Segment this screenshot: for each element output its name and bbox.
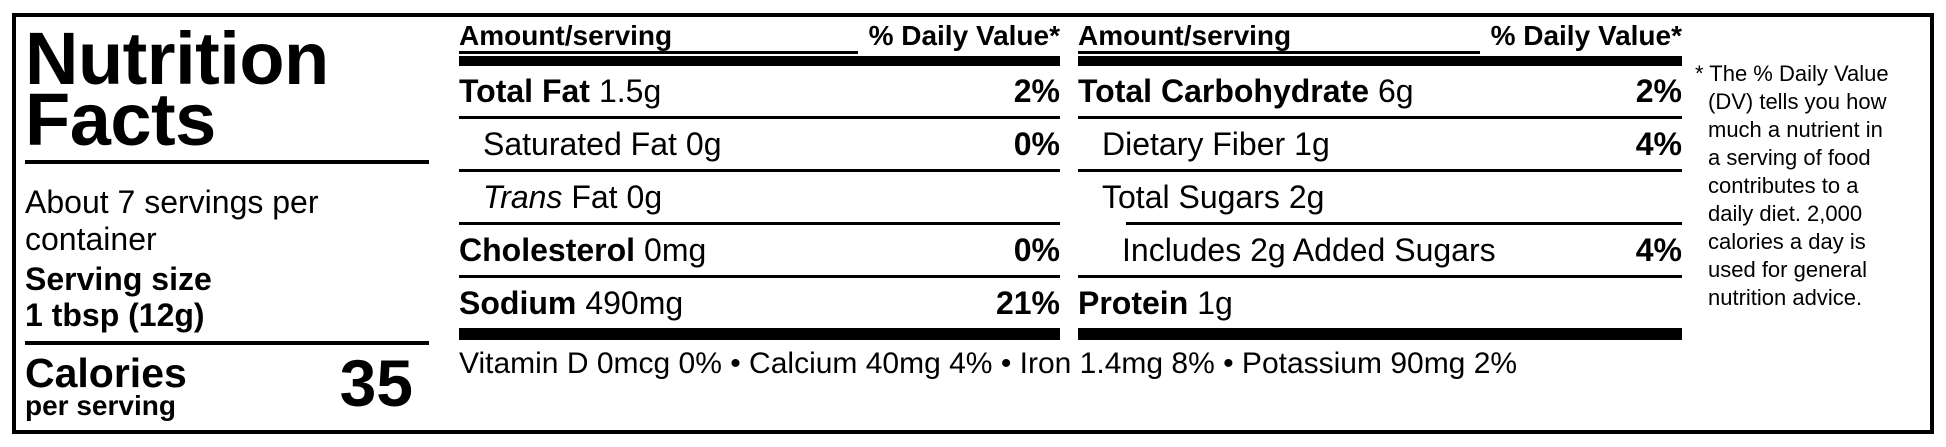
nutrient-row: Protein 1g — [1078, 278, 1682, 328]
title-divider — [25, 160, 429, 164]
header-bar — [1078, 56, 1682, 66]
serving-size-label: Serving size — [25, 261, 212, 297]
nutrient-amount: 0g — [685, 125, 722, 162]
nutrient-amount: 1g — [1294, 125, 1330, 162]
column-header: Amount/serving % Daily Value* — [459, 20, 1060, 54]
nutrient-amount: 490mg — [585, 284, 684, 321]
nutrient-daily-value: 4% — [1635, 231, 1682, 268]
row-divider — [459, 169, 1060, 172]
nutrient-daily-value: 21% — [995, 284, 1060, 321]
column-bottom-bar — [459, 328, 1060, 340]
column-header-daily-value-label: % Daily Value* — [1490, 20, 1682, 51]
column-header-daily-value-label: % Daily Value* — [868, 20, 1060, 51]
row-divider — [1126, 222, 1682, 225]
nutrient-row: Includes 2g Added Sugars 4% — [1078, 225, 1682, 275]
nutrient-row: Total Sugars 2g — [1078, 172, 1682, 222]
nutrient-amount: 0g — [626, 178, 663, 215]
nutrient-daily-value: 0% — [1013, 125, 1060, 162]
nutrient-daily-value: 2% — [1635, 72, 1682, 109]
nutrient-amount: 6g — [1378, 72, 1414, 109]
calories-divider — [25, 341, 429, 345]
nutrient-row: Trans Fat 0g — [459, 172, 1060, 222]
nutrient-row: Sodium 490mg 21% — [459, 278, 1060, 328]
label-title: Nutrition Facts — [25, 17, 429, 161]
calories-row: Calories per serving 35 — [25, 346, 429, 421]
serving-size-value: 1 tbsp (12g) — [25, 297, 205, 333]
nutrient-name: Total Sugars — [1102, 178, 1280, 215]
nutrient-column-1: Amount/serving % Daily Value* Total Fat 1.5… — [459, 20, 1060, 340]
nutrient-name: Saturated Fat — [483, 125, 677, 162]
nutrient-name: Trans Fat — [483, 178, 618, 215]
calories-per-serving-label: per serving — [25, 390, 176, 421]
nutrient-name: Total Fat — [459, 72, 590, 109]
nutrient-daily-value: 2% — [1013, 72, 1060, 109]
nutrient-amount: 0mg — [644, 231, 707, 268]
nutrient-daily-value: 0% — [1013, 231, 1060, 268]
calories-label: Calories — [25, 350, 187, 396]
header-bar — [459, 56, 1060, 66]
header-underline — [1078, 51, 1480, 54]
column-bottom-bar — [1078, 328, 1682, 340]
nutrient-row: Total Fat 1.5g 2% — [459, 66, 1060, 116]
nutrient-column-2: Amount/serving % Daily Value* Total Carboh… — [1078, 20, 1682, 340]
title-line-2: Facts — [25, 78, 216, 161]
nutrient-row: Total Carbohydrate 6g 2% — [1078, 66, 1682, 116]
row-divider — [459, 222, 1060, 225]
column-header-amount-label: Amount/serving — [459, 20, 673, 51]
nutrient-name: Protein — [1078, 284, 1189, 321]
nutrient-row: Saturated Fat 0g 0% — [459, 119, 1060, 169]
micronutrients-line: Vitamin D 0mcg 0% • Calcium 40mg 4% • Ir… — [459, 347, 1518, 380]
nutrient-amount: 1g — [1197, 284, 1233, 321]
nutrient-name: Sodium — [459, 284, 577, 321]
nutrient-name: Includes 2g Added Sugars — [1122, 231, 1496, 268]
serving-info-panel: Nutrition Facts About 7 servings per con… — [25, 17, 429, 421]
column-header-amount-label: Amount/serving — [1078, 20, 1292, 51]
calories-label-group: Calories per serving — [25, 350, 187, 421]
nutrient-name: Total Carbohydrate — [1078, 72, 1369, 109]
row-divider — [459, 275, 1060, 278]
nutrient-name: Cholesterol — [459, 231, 636, 268]
nutrient-row: Cholesterol 0mg 0% — [459, 225, 1060, 275]
title-line-1: Nutrition — [25, 17, 329, 100]
nutrient-name: Dietary Fiber — [1102, 125, 1286, 162]
row-divider — [1078, 169, 1682, 172]
label-border — [12, 13, 1934, 434]
header-underline — [459, 51, 858, 54]
daily-value-footnote: * The % Daily Value (DV) tells you how m… — [1695, 61, 1889, 310]
calories-value: 35 — [339, 346, 413, 420]
nutrient-amount: 1.5g — [598, 72, 662, 109]
servings-per-container: About 7 servings per container — [25, 184, 319, 257]
column-header: Amount/serving % Daily Value* — [1078, 20, 1682, 54]
row-divider — [1078, 116, 1682, 119]
nutrient-daily-value: 4% — [1635, 125, 1682, 162]
nutrient-amount: 2g — [1288, 178, 1325, 215]
row-divider — [1078, 275, 1682, 278]
row-divider — [459, 116, 1060, 119]
nutrient-row: Dietary Fiber 1g 4% — [1078, 119, 1682, 169]
